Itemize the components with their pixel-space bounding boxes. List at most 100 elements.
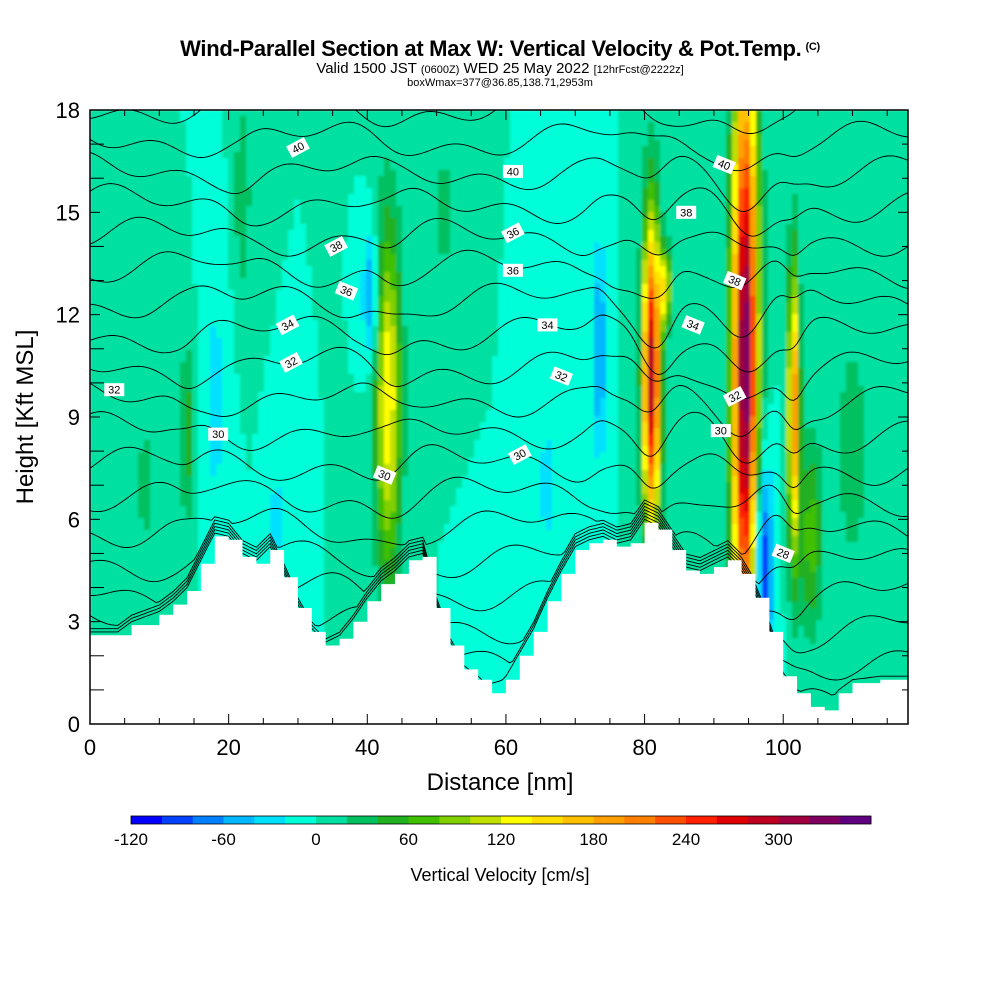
field-cell: [696, 248, 703, 255]
field-cell: [600, 152, 607, 159]
field-cell: [492, 140, 499, 147]
field-cell: [108, 236, 115, 243]
field-cell: [738, 254, 745, 261]
field-cell: [900, 218, 907, 225]
field-cell: [546, 314, 553, 321]
field-cell: [474, 200, 481, 207]
field-cell: [888, 212, 895, 219]
field-cell: [666, 320, 673, 327]
field-cell: [114, 146, 121, 153]
field-cell: [396, 212, 403, 219]
field-cell: [342, 236, 349, 243]
field-cell: [720, 218, 727, 225]
field-cell: [876, 254, 883, 261]
field-cell: [534, 176, 541, 183]
field-cell: [216, 290, 223, 297]
vertical-velocity-field: [90, 110, 908, 724]
field-cell: [378, 320, 385, 327]
field-cell: [222, 158, 229, 165]
field-cell: [138, 230, 145, 237]
field-cell: [522, 260, 529, 267]
field-cell: [204, 284, 211, 291]
field-cell: [744, 176, 751, 183]
field-cell: [894, 140, 901, 147]
field-cell: [192, 326, 199, 333]
field-cell: [216, 218, 223, 225]
field-cell: [810, 188, 817, 195]
field-cell: [498, 302, 505, 309]
field-cell: [156, 182, 163, 189]
field-cell: [456, 284, 463, 291]
field-cell: [168, 266, 175, 273]
field-cell: [228, 248, 235, 255]
field-cell: [618, 164, 625, 171]
field-cell: [270, 296, 277, 303]
field-cell: [798, 206, 805, 213]
field-cell: [402, 254, 409, 261]
field-cell: [654, 272, 661, 279]
field-cell: [420, 254, 427, 261]
field-cell: [510, 206, 517, 213]
field-cell: [708, 296, 715, 303]
field-cell: [396, 128, 403, 135]
field-cell: [822, 188, 829, 195]
field-cell: [156, 308, 163, 315]
field-cell: [630, 296, 637, 303]
field-cell: [528, 314, 535, 321]
field-cell: [432, 146, 439, 153]
field-cell: [180, 278, 187, 285]
field-cell: [360, 206, 367, 213]
field-cell: [462, 212, 469, 219]
field-cell: [600, 110, 607, 117]
field-cell: [786, 158, 793, 165]
field-cell: [162, 272, 169, 279]
field-cell: [318, 188, 325, 195]
field-cell: [870, 230, 877, 237]
field-cell: [654, 128, 661, 135]
field-cell: [252, 230, 259, 237]
field-cell: [312, 266, 319, 273]
field-cell: [732, 302, 739, 309]
field-cell: [828, 164, 835, 171]
field-cell: [648, 170, 655, 177]
field-cell: [396, 326, 403, 333]
field-cell: [612, 176, 619, 183]
field-cell: [348, 122, 355, 129]
field-cell: [276, 278, 283, 285]
field-cell: [738, 218, 745, 225]
field-cell: [516, 302, 523, 309]
field-cell: [642, 230, 649, 237]
field-cell: [480, 314, 487, 321]
field-cell: [138, 266, 145, 273]
field-cell: [294, 278, 301, 285]
field-cell: [888, 116, 895, 123]
field-cell: [120, 236, 127, 243]
field-cell: [120, 194, 127, 201]
field-cell: [900, 194, 907, 201]
field-cell: [546, 110, 553, 117]
field-cell: [648, 194, 655, 201]
field-cell: [876, 230, 883, 237]
field-cell: [630, 254, 637, 261]
field-cell: [720, 188, 727, 195]
field-cell: [474, 284, 481, 291]
field-cell: [408, 206, 415, 213]
field-cell: [450, 152, 457, 159]
field-cell: [366, 284, 373, 291]
field-cell: [768, 278, 775, 285]
field-cell: [504, 242, 511, 249]
field-cell: [738, 110, 745, 117]
field-cell: [558, 152, 565, 159]
field-cell: [540, 200, 547, 207]
field-cell: [792, 290, 799, 297]
field-cell: [192, 320, 199, 327]
field-cell: [210, 230, 217, 237]
field-cell: [366, 230, 373, 237]
field-cell: [840, 284, 847, 291]
field-cell: [612, 260, 619, 267]
field-cell: [696, 296, 703, 303]
field-cell: [198, 302, 205, 309]
field-cell: [822, 110, 829, 117]
field-cell: [840, 188, 847, 195]
field-cell: [888, 272, 895, 279]
